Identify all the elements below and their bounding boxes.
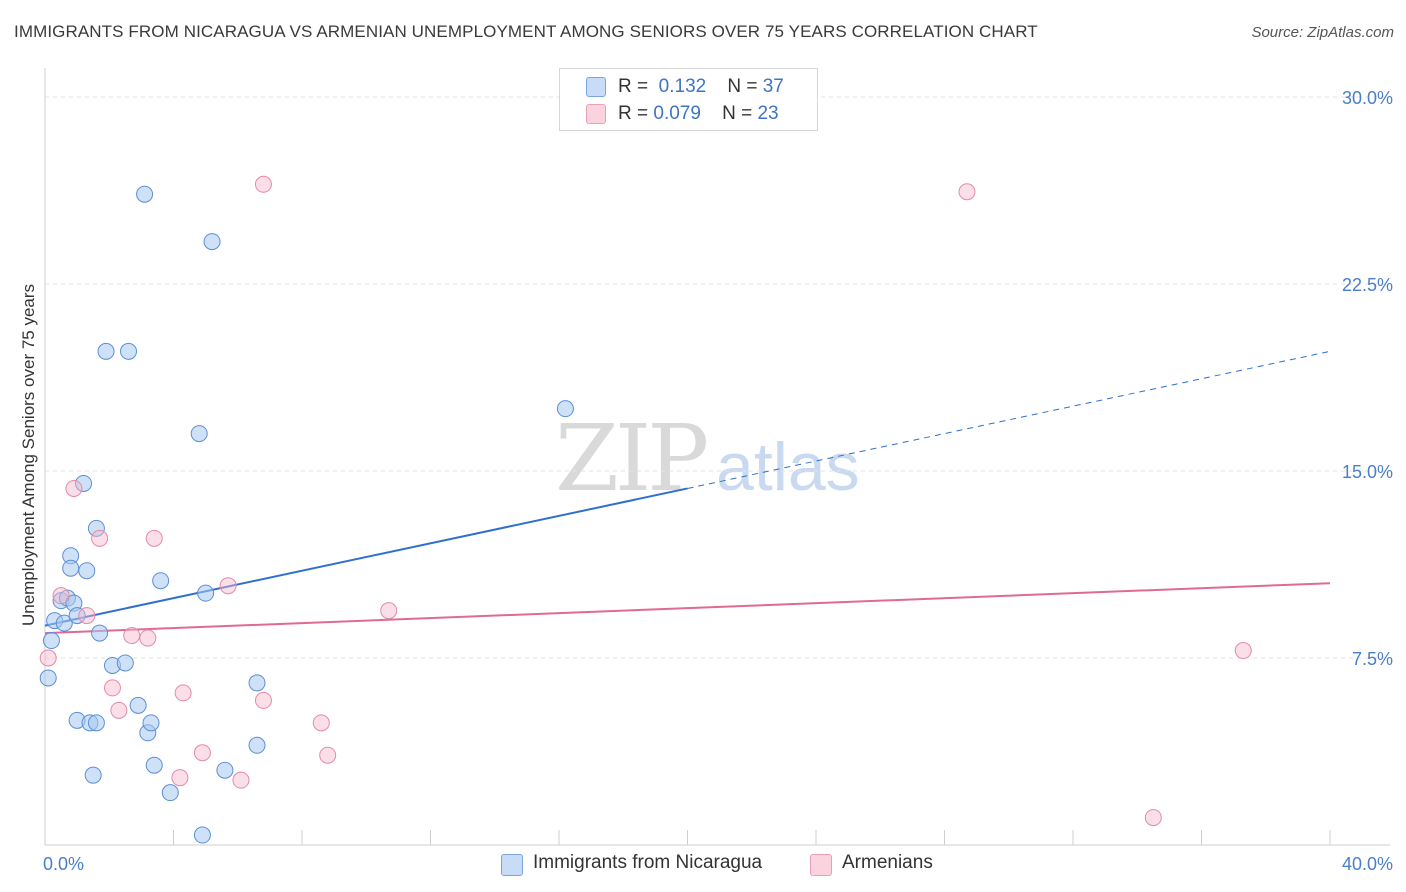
point-series1 xyxy=(248,736,266,754)
point-series1 xyxy=(152,572,170,590)
point-series2 xyxy=(103,679,121,697)
point-series1 xyxy=(161,784,179,802)
point-series1 xyxy=(42,632,60,650)
point-series2 xyxy=(254,175,272,193)
point-series2 xyxy=(232,771,250,789)
point-series2 xyxy=(1234,642,1252,660)
y-tick-label: 15.0% xyxy=(1342,462,1393,482)
point-series1 xyxy=(203,233,221,251)
legend-swatch-series1 xyxy=(586,77,606,97)
point-series2 xyxy=(65,479,83,497)
x-tick-label: 0.0% xyxy=(43,854,84,874)
point-series1 xyxy=(120,342,138,360)
bottom-legend-swatch-series2 xyxy=(810,854,832,876)
legend-text-series1: R = 0.132 N = 37 xyxy=(618,76,784,97)
point-series1 xyxy=(39,669,57,687)
point-series2 xyxy=(145,529,163,547)
trend-line-series2 xyxy=(44,582,1331,635)
y-tick-label: 22.5% xyxy=(1342,275,1393,295)
point-series1 xyxy=(248,674,266,692)
point-series1 xyxy=(136,185,154,203)
y-tick-label: 30.0% xyxy=(1342,88,1393,108)
point-series2 xyxy=(319,746,337,764)
bottom-legend-label-series2: Armenians xyxy=(842,852,933,873)
y-tick-label: 7.5% xyxy=(1352,649,1393,669)
point-series1 xyxy=(78,562,96,580)
point-series1 xyxy=(62,559,80,577)
point-series2 xyxy=(380,602,398,620)
point-series2 xyxy=(78,607,96,625)
point-series1 xyxy=(55,614,73,632)
point-series2 xyxy=(52,587,70,605)
point-series1 xyxy=(87,714,105,732)
point-series2 xyxy=(123,627,141,645)
point-series1 xyxy=(197,584,215,602)
point-series1 xyxy=(190,425,208,443)
point-series1 xyxy=(91,624,109,642)
trend-lines xyxy=(44,350,1331,635)
point-series2 xyxy=(139,629,157,647)
source-label: Source: ZipAtlas.com xyxy=(1251,24,1394,41)
point-series2 xyxy=(193,744,211,762)
point-series1 xyxy=(145,756,163,774)
point-series1 xyxy=(116,654,134,672)
y-axis-label: Unemployment Among Seniors over 75 years xyxy=(19,284,38,626)
point-series1 xyxy=(97,342,115,360)
x-tick-label: 40.0% xyxy=(1342,854,1393,874)
point-series1 xyxy=(87,519,105,537)
point-series2 xyxy=(110,701,128,719)
point-series1 xyxy=(75,474,93,492)
point-series2 xyxy=(91,529,109,547)
trend-line-series1 xyxy=(44,487,688,627)
point-series2 xyxy=(219,577,237,595)
gridlines xyxy=(45,96,1390,659)
point-series1 xyxy=(142,714,160,732)
bottom-legend-swatch-series1 xyxy=(501,854,523,876)
legend: R = 0.132 N = 37 R = 0.079 N = 23 xyxy=(559,68,818,131)
legend-swatch-series2 xyxy=(586,104,606,124)
point-series1 xyxy=(129,696,147,714)
trend-line-series1-projection xyxy=(687,350,1331,489)
point-series1 xyxy=(68,607,86,625)
point-series1 xyxy=(84,766,102,784)
point-series2 xyxy=(174,684,192,702)
data-points xyxy=(39,175,1252,844)
point-series1 xyxy=(556,400,574,418)
point-series2 xyxy=(312,714,330,732)
point-series1 xyxy=(216,761,234,779)
point-series2 xyxy=(958,183,976,201)
point-series1 xyxy=(193,826,211,844)
chart-title: IMMIGRANTS FROM NICARAGUA VS ARMENIAN UN… xyxy=(14,22,1038,41)
axes xyxy=(44,68,1390,846)
watermark-zip: ZIP xyxy=(555,405,709,512)
point-series2 xyxy=(39,649,57,667)
point-series2 xyxy=(254,691,272,709)
bottom-legend-label-series1: Immigrants from Nicaragua xyxy=(533,852,763,873)
point-series2 xyxy=(1144,809,1162,827)
point-series2 xyxy=(171,769,189,787)
legend-text-series2: R = 0.079 N = 23 xyxy=(618,103,779,124)
tick-labels: 7.5% 15.0% 22.5% 30.0% 0.0% 40.0% xyxy=(43,88,1393,874)
